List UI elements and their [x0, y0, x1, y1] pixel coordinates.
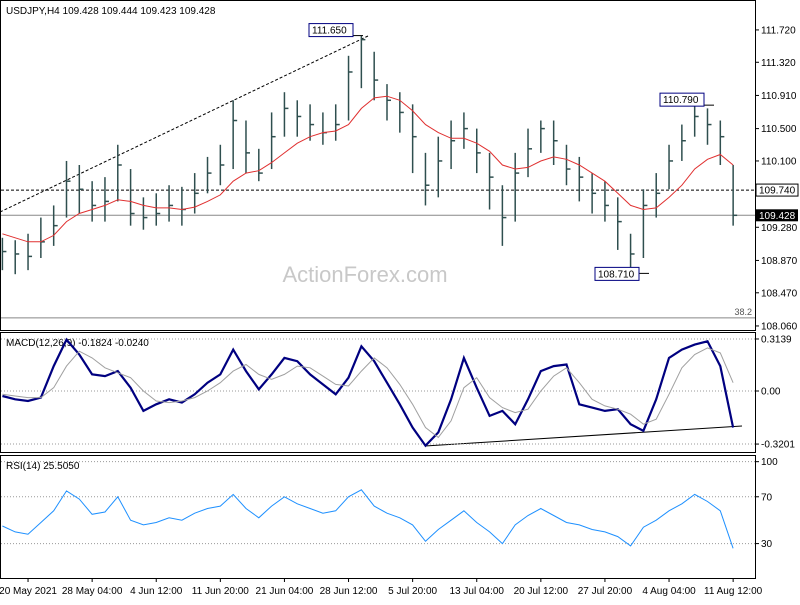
- x-tick-label: 28 May 04:00: [62, 586, 123, 597]
- x-tick-label: 21 Jun 04:00: [256, 586, 314, 597]
- y-tick-label: 108.870: [761, 256, 798, 267]
- macd-trend-line: [424, 425, 743, 447]
- chart-title: USDJPY,H4 109.428 109.444 109.423 109.42…: [6, 6, 216, 17]
- y-tick-label: 108.060: [761, 321, 798, 332]
- y-tick-label: 111.720: [761, 25, 796, 36]
- series-line: [2, 489, 734, 549]
- level-label-box: [755, 183, 799, 197]
- y-tick-label: 108.470: [761, 288, 798, 299]
- annotation-label: 111.650: [312, 26, 347, 37]
- annotation-box: [308, 23, 354, 38]
- watermark: ActionForex.com: [282, 262, 447, 287]
- x-tick-label: 11 Jun 20:00: [192, 586, 250, 597]
- y-tick-label: 110.500: [761, 124, 797, 135]
- y-tick-label: 111.320: [761, 58, 796, 69]
- y-tick-label: 0.00: [761, 387, 781, 398]
- annotation-label: 110.790: [663, 95, 699, 106]
- level-label: 109.740: [759, 186, 796, 197]
- rsi-title: RSI(14) 25.5050: [6, 461, 80, 472]
- annotation-box: [594, 266, 640, 281]
- y-tick-label: 110.100: [761, 156, 797, 167]
- y-tick-label: 30: [761, 539, 773, 550]
- x-tick-label: 27 Jul 20:00: [578, 586, 633, 597]
- trend-line: [0, 35, 369, 213]
- x-tick-label: 11 Aug 12:00: [704, 586, 763, 597]
- macd-panel: [0, 332, 756, 453]
- y-tick-label: 109.280: [761, 223, 798, 234]
- level-label: 109.428: [759, 211, 796, 222]
- annotation-box: [659, 92, 705, 107]
- level-label: 38.2: [734, 307, 752, 317]
- x-tick-label: 4 Aug 04:00: [642, 586, 696, 597]
- y-tick-label: 0.3139: [761, 334, 792, 345]
- x-tick-label: 20 Jul 12:00: [514, 586, 569, 597]
- y-tick-label: 70: [761, 492, 773, 503]
- level-label-box: [756, 209, 798, 222]
- x-tick-label: 28 Jun 12:00: [320, 586, 378, 597]
- y-tick-label: 110.910: [761, 91, 797, 102]
- y-tick-label: -0.3201: [761, 440, 795, 451]
- moving-average: [2, 95, 734, 243]
- y-tick-label: 100: [761, 457, 778, 468]
- series-line: [2, 337, 735, 448]
- x-tick-label: 4 Jun 12:00: [130, 586, 183, 597]
- rsi-panel: [0, 455, 756, 579]
- x-tick-label: 13 Jul 04:00: [449, 586, 504, 597]
- annotation-label: 108.710: [598, 269, 635, 280]
- series-line: [2, 347, 734, 439]
- macd-title: MACD(12,26,9) -0.1824 -0.0240: [6, 338, 149, 349]
- x-tick-label: 5 Jul 20:00: [388, 586, 437, 597]
- x-tick-label: 20 May 2021: [0, 586, 57, 597]
